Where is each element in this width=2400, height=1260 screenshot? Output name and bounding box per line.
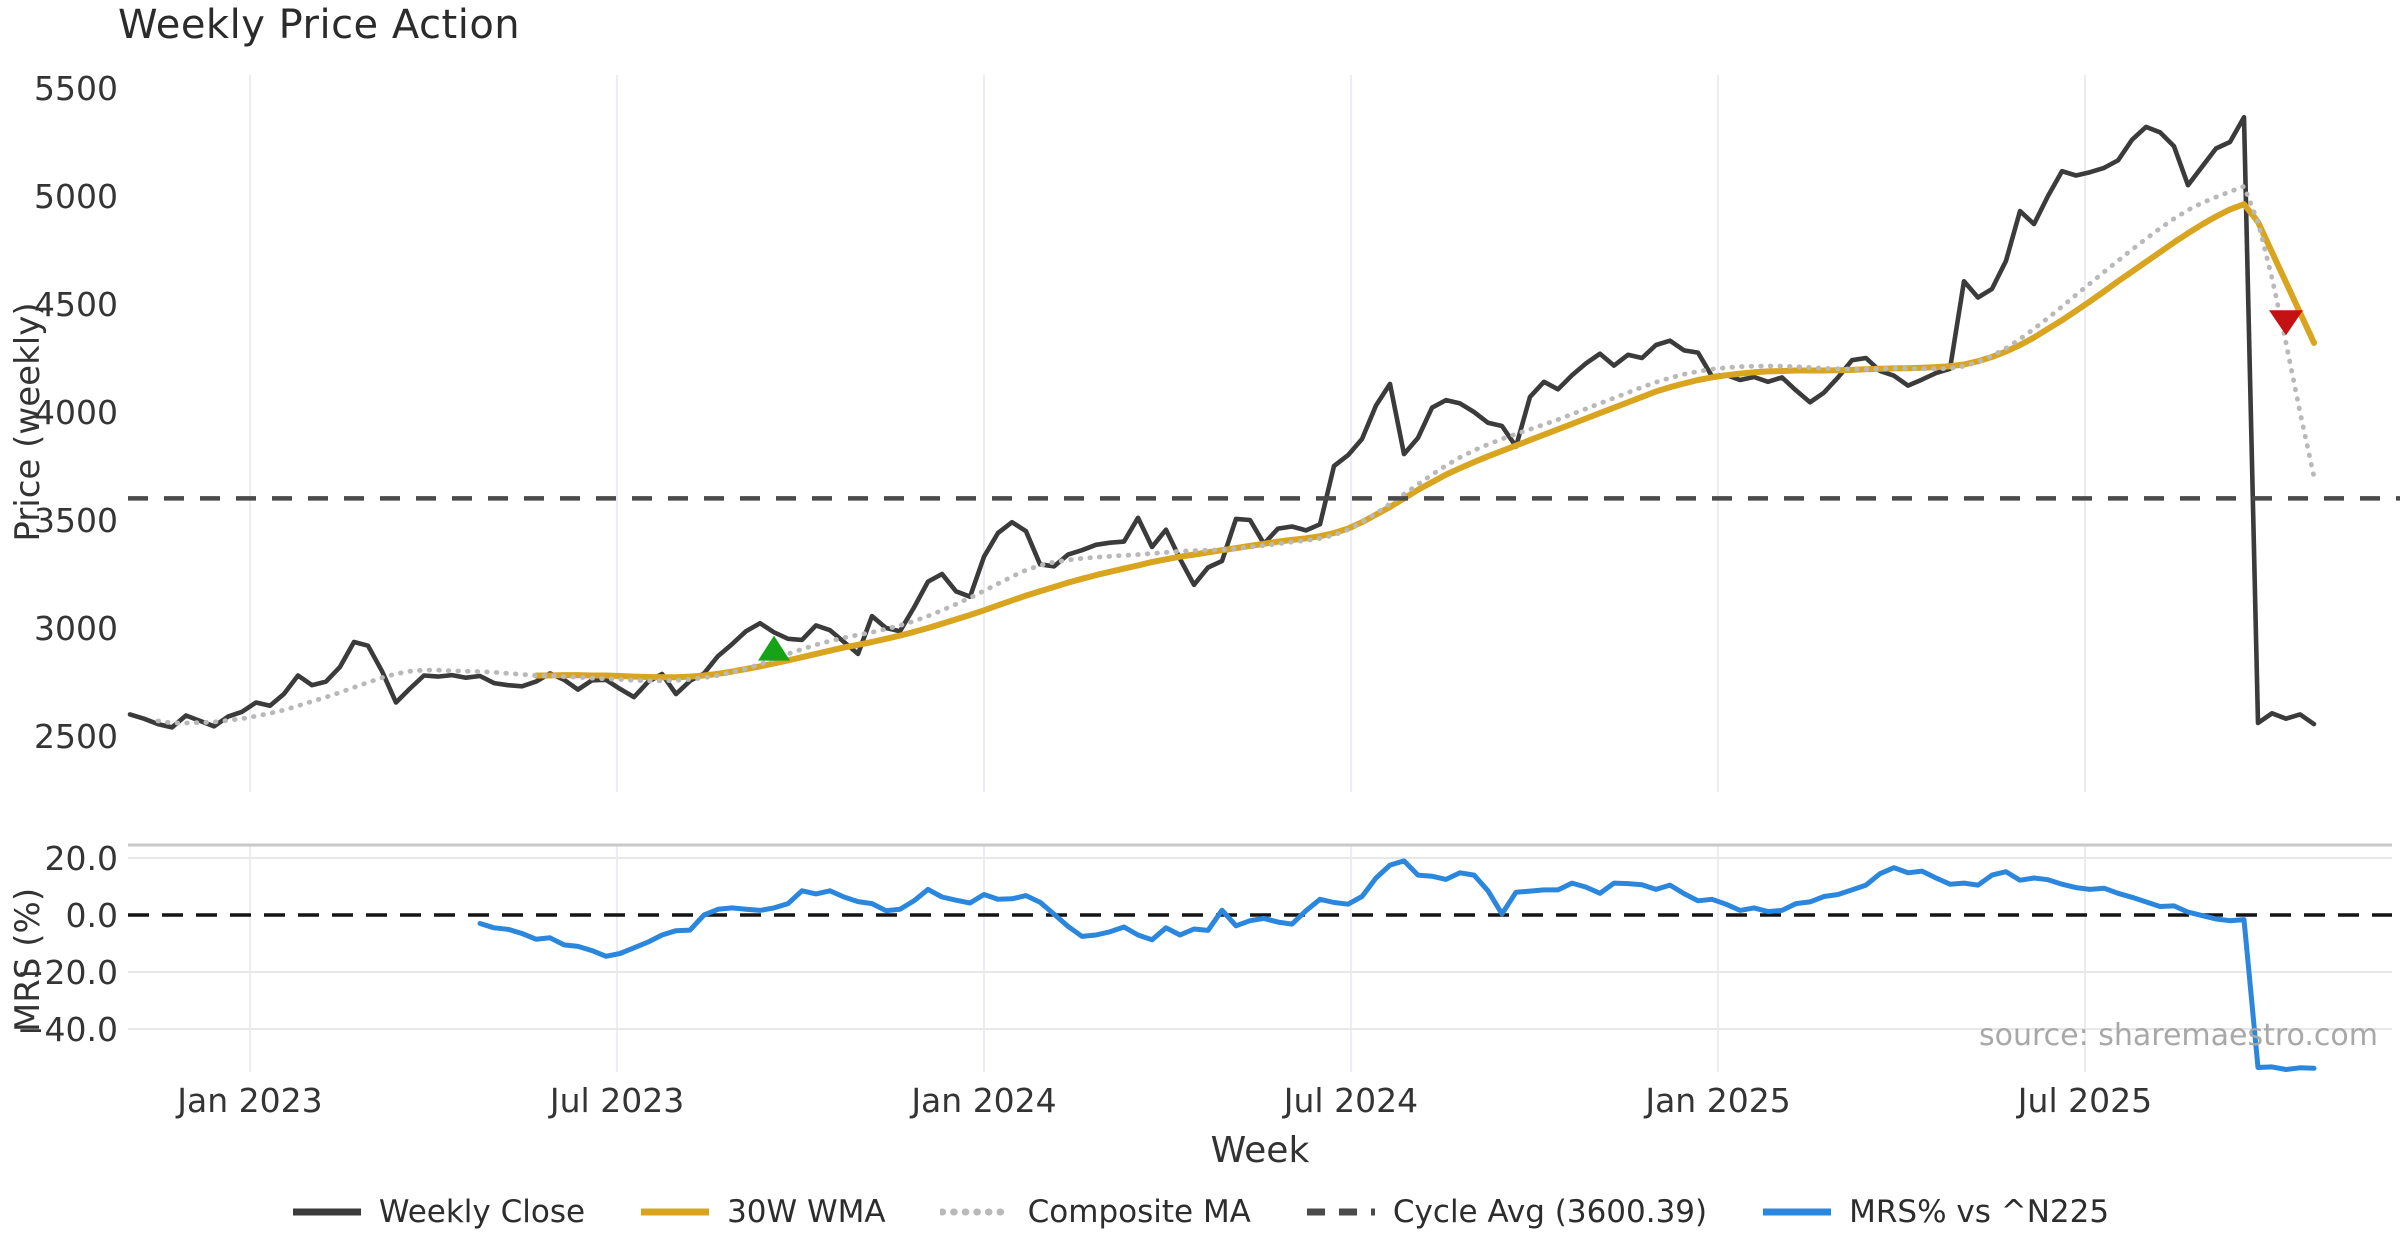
legend-item: 30W WMA bbox=[639, 1194, 886, 1230]
price-tick-label: 3000 bbox=[34, 609, 118, 648]
legend-swatch-solid bbox=[292, 1208, 361, 1216]
mrs-tick-label: 0.0 bbox=[66, 896, 118, 935]
price-tick-label: 4500 bbox=[34, 285, 118, 324]
legend-label: Weekly Close bbox=[378, 1194, 586, 1230]
mrs-tick-label: −40.0 bbox=[17, 1010, 118, 1049]
weekly-close-line bbox=[127, 114, 2317, 730]
composite-ma-line bbox=[155, 183, 2317, 726]
wma-line bbox=[533, 201, 2317, 681]
price-axis-label: Price (weekly) bbox=[8, 302, 48, 542]
legend-item: Cycle Avg (3600.39) bbox=[1305, 1194, 1707, 1230]
legend-swatch-dotted bbox=[939, 1208, 1012, 1216]
mrs-line bbox=[477, 858, 2317, 1072]
x-tick-label: Jul 2023 bbox=[548, 1081, 684, 1120]
legend-item: Weekly Close bbox=[291, 1194, 585, 1230]
legend-item: MRS% vs ^N225 bbox=[1761, 1194, 2109, 1230]
legend-swatch-solid bbox=[1763, 1208, 1832, 1216]
golden-cross-marker bbox=[758, 635, 790, 661]
price-tick-label: 2500 bbox=[34, 717, 118, 756]
price-tick-label: 5500 bbox=[34, 69, 118, 108]
mrs-axis-label: MRS (%) bbox=[8, 887, 48, 1033]
legend-swatch-solid bbox=[641, 1208, 710, 1216]
source-note: source: sharemaestro.com bbox=[1979, 1018, 2378, 1053]
legend-label: Composite MA bbox=[1027, 1194, 1251, 1230]
legend-item: Composite MA bbox=[939, 1194, 1251, 1230]
death-cross-marker bbox=[2269, 310, 2303, 336]
legend-label: Cycle Avg (3600.39) bbox=[1392, 1194, 1708, 1230]
x-tick-label: Jan 2023 bbox=[175, 1081, 322, 1120]
x-tick-label: Jan 2025 bbox=[1643, 1081, 1790, 1120]
x-tick-label: Jul 2024 bbox=[1282, 1081, 1418, 1120]
mrs-tick-label: 20.0 bbox=[45, 839, 118, 878]
price-tick-label: 3500 bbox=[34, 501, 118, 540]
mrs-tick-label: −20.0 bbox=[17, 953, 118, 992]
x-tick-label: Jul 2025 bbox=[2016, 1081, 2152, 1120]
price-tick-label: 4000 bbox=[34, 393, 118, 432]
legend-swatch-dashed bbox=[1306, 1208, 1375, 1216]
legend: Weekly Close 30W WMA Composite MA Cycle Avg… bbox=[0, 1194, 2400, 1230]
x-tick-label: Jan 2024 bbox=[909, 1081, 1056, 1120]
x-axis-label: Week bbox=[1210, 1130, 1310, 1171]
price-tick-label: 5000 bbox=[34, 177, 118, 216]
page-title: Weekly Price Action bbox=[118, 2, 521, 48]
legend-label: MRS% vs ^N225 bbox=[1849, 1194, 2110, 1230]
legend-label: 30W WMA bbox=[727, 1194, 886, 1230]
